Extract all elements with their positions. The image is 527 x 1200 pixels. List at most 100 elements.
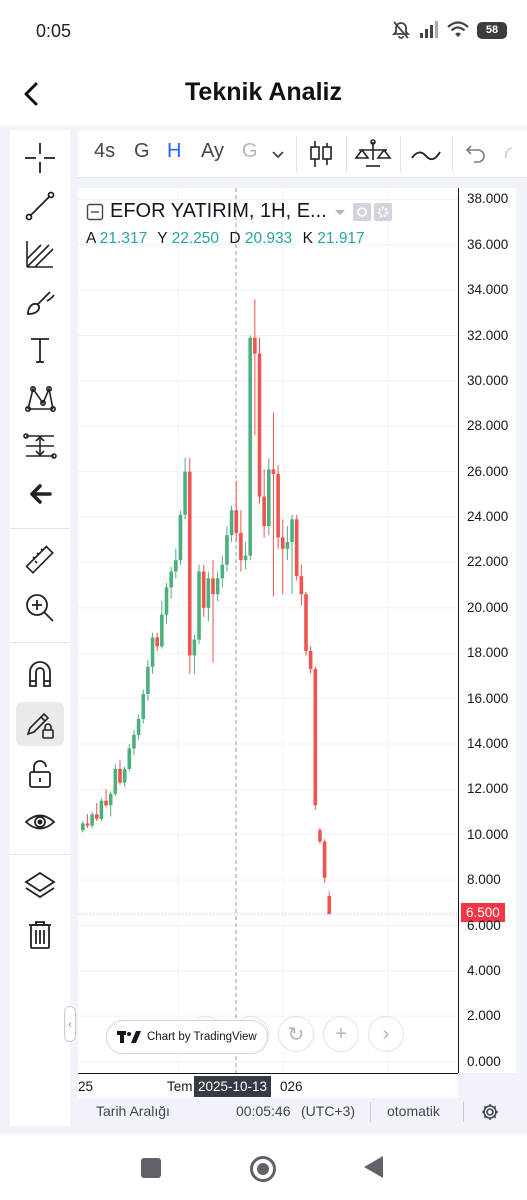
price-tick-label: 28.000: [467, 418, 509, 434]
plus-icon: +: [335, 1022, 347, 1045]
price-tick-label: 38.000: [467, 191, 509, 207]
tradingview-attribution[interactable]: Chart by TradingView: [106, 1020, 268, 1054]
candle-body: [104, 800, 108, 806]
zoom-in-icon: [26, 594, 54, 622]
price-tick-label: 26.000: [467, 463, 509, 479]
candle-body: [118, 768, 122, 783]
candle-body: [294, 519, 299, 577]
text-tool[interactable]: [16, 328, 64, 372]
time-axis[interactable]: 25 Tem 026 2025-10-13: [78, 1073, 458, 1098]
indicators-icon[interactable]: [354, 138, 392, 170]
time-label-left: 25: [78, 1079, 94, 1094]
attribution-text: Chart by TradingView: [147, 1031, 257, 1043]
zoom-in-tool[interactable]: [16, 586, 64, 630]
crosshair-tool[interactable]: [16, 136, 64, 180]
price-tick-label: 10.000: [467, 826, 509, 842]
magnet-mode-button[interactable]: [16, 652, 64, 696]
eye-settings-icon[interactable]: [352, 202, 393, 222]
trend-line-icon: [25, 191, 55, 221]
candle-body: [253, 337, 257, 354]
brush-icon: [27, 291, 55, 315]
timeframe-month[interactable]: Ay: [201, 140, 224, 162]
candle-body: [313, 669, 318, 806]
timeframe-custom[interactable]: G: [242, 140, 258, 162]
candle-body: [155, 637, 159, 647]
clock-display: 00:05:46: [236, 1103, 291, 1119]
magnet-icon: [29, 661, 51, 687]
date-range-button[interactable]: Tarih Aralığı: [96, 1103, 170, 1119]
candle-body: [136, 719, 141, 735]
trend-line-tool[interactable]: [16, 184, 64, 228]
candle-body: [215, 578, 220, 595]
timeframe-4h[interactable]: 4s: [94, 140, 116, 162]
hide-toolbar-button[interactable]: [16, 472, 64, 516]
toolbar-collapse-tab[interactable]: ‹: [64, 1006, 76, 1042]
candle-body: [146, 666, 150, 695]
chart-top-toolbar: 4s G H Ay G: [78, 130, 527, 178]
lock-drawings-button[interactable]: [16, 702, 64, 746]
reset-chart-button[interactable]: ↻: [278, 1016, 314, 1052]
system-back-icon[interactable]: [364, 1156, 383, 1178]
timezone-button[interactable]: (UTC+3): [301, 1103, 356, 1119]
candle-body: [285, 542, 290, 549]
settings-gear-icon[interactable]: [480, 1102, 500, 1122]
projection-tool[interactable]: [16, 424, 64, 468]
price-tick-label: 18.000: [467, 645, 509, 661]
candle-body: [197, 571, 201, 640]
candle-body: [85, 823, 90, 826]
zoom-in-button[interactable]: +: [323, 1016, 359, 1052]
toolbar-divider: [400, 136, 401, 172]
pattern-tool[interactable]: [16, 376, 64, 420]
price-tick-label: 30.000: [467, 372, 509, 388]
candle-body: [262, 496, 266, 527]
price-tick-label: 24.000: [467, 509, 509, 525]
candle-body: [248, 337, 252, 556]
measure-tool[interactable]: [16, 538, 64, 582]
toolbar-divider: [10, 642, 70, 643]
home-icon[interactable]: [250, 1156, 276, 1182]
toolbar-divider: [10, 854, 70, 855]
price-chart[interactable]: [78, 188, 458, 1073]
candles-icon[interactable]: [304, 138, 338, 170]
remove-drawings-button[interactable]: [16, 912, 64, 956]
back-button[interactable]: [14, 76, 50, 112]
refresh-icon: ↻: [287, 1023, 305, 1046]
chart-pane[interactable]: EFOR YATIRIM, 1H, E... A 21.317 Y 22.250…: [78, 188, 458, 1073]
candle-body: [90, 814, 94, 826]
pitchfork-tool[interactable]: [16, 232, 64, 276]
candle-body: [322, 841, 327, 878]
scroll-right-button[interactable]: ›: [368, 1016, 404, 1052]
compare-icon[interactable]: [409, 138, 443, 170]
candle-body: [318, 830, 322, 842]
candle-body: [192, 639, 197, 656]
timeframe-day[interactable]: G: [134, 140, 150, 162]
price-axis[interactable]: 6.500 38.000 36.000 34.000 32.000 30.000 28.0…: [458, 188, 516, 1073]
candle-body: [160, 614, 164, 647]
candle-body: [99, 800, 104, 819]
status-time: 0:05: [36, 20, 72, 41]
candle-body: [141, 694, 146, 719]
unlock-icon: [29, 760, 51, 788]
tradingview-logo-icon: [117, 1031, 141, 1043]
redo-icon[interactable]: [498, 138, 518, 170]
price-tick-label: 20.000: [467, 599, 509, 615]
candle-body: [113, 768, 118, 794]
undo-icon[interactable]: [458, 138, 492, 170]
unlock-button[interactable]: [16, 752, 64, 796]
legend-dropdown-icon[interactable]: [333, 205, 347, 219]
price-tick-label: 6.000: [467, 917, 501, 933]
symbol-title[interactable]: EFOR YATIRIM, 1H, E...: [110, 200, 327, 222]
brush-tool[interactable]: [16, 280, 64, 324]
timeframe-dropdown-icon[interactable]: [266, 138, 290, 170]
toolbar-divider: [296, 136, 297, 172]
price-tick-label: 22.000: [467, 554, 509, 570]
collapse-legend-icon[interactable]: [86, 203, 104, 221]
visibility-button[interactable]: [16, 800, 64, 844]
candle-body: [271, 469, 276, 474]
candle-body: [243, 555, 248, 561]
recents-icon[interactable]: [141, 1158, 161, 1178]
bottom-divider: [370, 1102, 371, 1122]
object-tree-button[interactable]: [16, 864, 64, 908]
timeframe-week[interactable]: H: [167, 140, 182, 162]
auto-scale-button[interactable]: otomatik: [387, 1103, 440, 1119]
